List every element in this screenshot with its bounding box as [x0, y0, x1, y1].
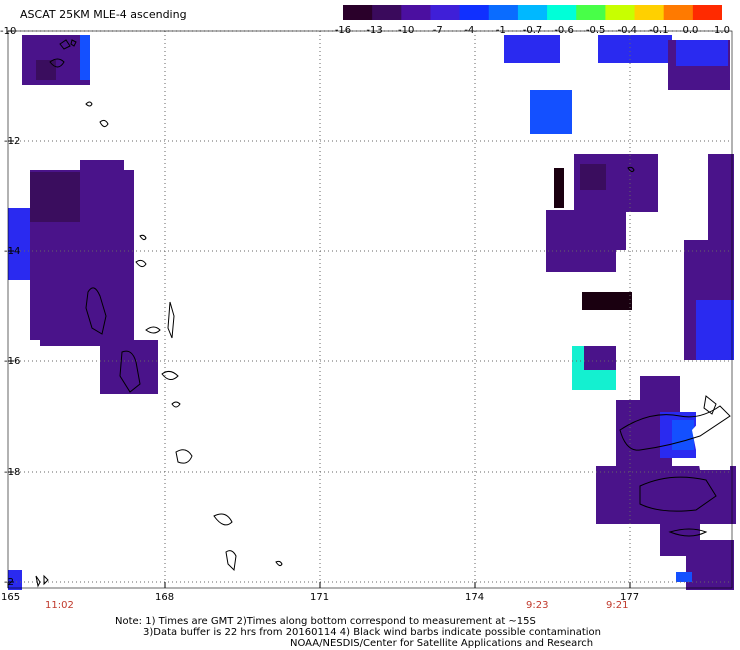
colorbar-segment [517, 5, 548, 20]
wind-speed-cell [686, 540, 734, 590]
pass-time: 11:02 [45, 600, 74, 611]
colorbar-label: 1.0 [714, 25, 730, 36]
coastline-aneityum [275, 560, 283, 567]
wind-speed-cell [100, 340, 158, 394]
wind-speed-cell [602, 210, 626, 250]
wind-speed-cell [504, 35, 560, 63]
lat-label: -12 [4, 136, 21, 147]
note-line-1: Note: 1) Times are GMT 2)Times along bot… [115, 616, 536, 627]
lat-lon-grid [7, 30, 733, 589]
wind-speed-cell [554, 168, 564, 208]
coastline-ambae [145, 326, 161, 334]
coastline-small-island-b [99, 119, 109, 128]
wind-speed-cell [598, 35, 672, 63]
colorbar-segment [401, 5, 431, 20]
lat-label: -16 [4, 356, 21, 367]
coastline-viti-levu [639, 476, 717, 512]
colorbar-segment [605, 5, 636, 20]
scatterometer-swaths [8, 35, 736, 590]
colorbar-segment [430, 5, 461, 20]
lat-label: -10 [0, 26, 17, 37]
lon-label: 177 [620, 592, 640, 603]
coastline-epi [171, 401, 181, 408]
map-frame [7, 30, 733, 589]
coastline-vanua-levu [619, 405, 731, 451]
colorbar-segment [663, 5, 694, 20]
coastline-small-island-a [85, 101, 93, 107]
lat-label: -18 [4, 467, 21, 478]
colorbar-segment [692, 5, 722, 20]
coastline-banks-islands [49, 39, 77, 68]
coastline-pentecost [167, 301, 175, 339]
coastline-efate [175, 449, 193, 464]
wind-speed-cell [36, 60, 56, 80]
lat-label: -2 [4, 577, 14, 588]
wind-speed-cell [672, 420, 694, 450]
colorbar-label: -0.4 [617, 25, 638, 36]
colorbar-segment [372, 5, 402, 20]
colorbar-label: -13 [366, 25, 383, 36]
colorbar-segment [459, 5, 490, 20]
pass-time: 9:23 [526, 600, 549, 611]
note-line-2: 3)Data buffer is 22 hrs from 20160114 4)… [143, 627, 601, 638]
wind-speed-cell [582, 292, 632, 310]
wind-speed-cell [30, 172, 80, 222]
swath-gap [692, 404, 730, 470]
colorbar-label: -0.1 [649, 25, 669, 36]
pass-time: 9:21 [606, 600, 629, 611]
wind-speed-cell [8, 208, 32, 280]
wind-speed-cell [676, 572, 692, 582]
colorbar-label: 0.0 [682, 25, 699, 36]
colorbar-label: -16 [334, 25, 352, 36]
lat-label: -14 [4, 246, 21, 257]
coastline-rotuma [627, 166, 635, 173]
coastline-erromango [213, 513, 233, 526]
lon-label: 168 [155, 592, 175, 603]
wind-speed-cell [572, 370, 616, 390]
colorbar-segment [343, 5, 373, 20]
colorbar-segment [634, 5, 665, 20]
colorbar-segment [576, 5, 606, 20]
wind-speed-cell [580, 164, 606, 190]
wind-speed-cell [696, 300, 734, 360]
wind-speed-cell [8, 570, 22, 590]
coastline-ambrym [161, 370, 179, 380]
coastline-tanna [225, 550, 237, 572]
colorbar-segment [547, 5, 577, 20]
wind-speed-cell [80, 160, 124, 180]
colorbar-label: -7 [432, 25, 443, 36]
coastline-southwest [35, 574, 49, 588]
colorbar-label: -10 [397, 25, 415, 36]
coastline-espiritu-santo [85, 287, 107, 335]
colorbar-label: -4 [464, 25, 475, 36]
wind-speed-cell [676, 40, 728, 66]
coastline-kadavu [668, 528, 708, 537]
lon-label: 165 [1, 592, 21, 603]
coastline-malekula [119, 350, 141, 393]
lon-label: 171 [310, 592, 330, 603]
map-title: ASCAT 25KM MLE-4 ascending [20, 8, 187, 21]
coastline-taveuni [703, 395, 717, 415]
coastline-torres [135, 234, 147, 268]
island-coastlines [35, 39, 731, 588]
colorbar [343, 5, 722, 20]
lon-label: 174 [465, 592, 485, 603]
wind-speed-cell [708, 154, 734, 244]
colorbar-segment [488, 5, 519, 20]
note-line-3: NOAA/NESDIS/Center for Satellite Applica… [290, 638, 594, 649]
wind-speed-cell [530, 90, 572, 134]
colorbar-label: -0.5 [585, 25, 606, 36]
wind-speed-cell [80, 35, 90, 80]
